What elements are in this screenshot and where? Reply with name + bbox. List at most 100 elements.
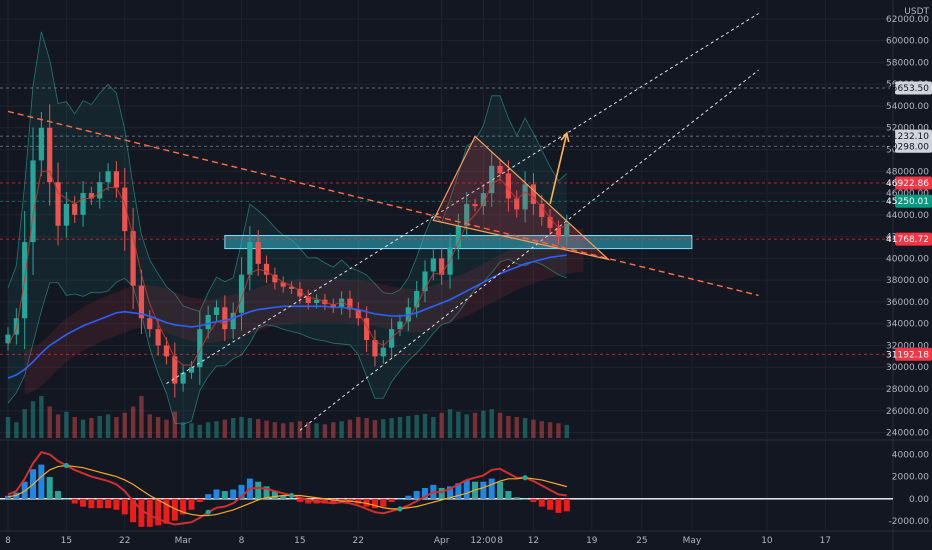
channel-line [299,69,759,431]
x-tick-label: 15 [294,536,305,546]
macd-histogram-bar [121,498,128,515]
x-tick-label: 22 [353,536,364,546]
y-tick-label: 54000.00 [886,102,929,112]
volume-bar [397,417,403,438]
volume-bar [439,412,444,438]
macd-histogram-bar [71,498,78,504]
macd-histogram-bar [138,498,145,527]
candle-body [130,231,136,286]
macd-y-tick-label: 4000.00 [892,450,929,460]
candle-body [5,334,11,344]
volume-bar [514,417,519,438]
candle-body [155,329,161,346]
candle-body [372,340,378,357]
candle-body [380,347,386,357]
volume-bar [197,424,203,438]
macd-histogram-bar [463,480,470,499]
candle-body [230,312,236,330]
volume-bar [297,421,303,438]
price-level-badge [895,129,932,143]
macd-histogram-bar [505,491,512,499]
candle-body [263,263,270,275]
macd-histogram-bar [230,489,237,499]
macd-cross-marker [205,509,211,515]
candle-body [138,285,145,319]
volume-bar [406,415,411,438]
volume-bar [347,419,353,438]
volume-bar [172,411,177,438]
macd-histogram-bar [488,478,495,499]
macd-histogram-bar [63,498,70,500]
volume-bar [456,411,461,438]
price-level-badge [895,194,932,208]
macd-histogram-bar [438,487,445,499]
macd-histogram-bar [155,498,162,526]
volume-bar [239,417,244,438]
macd-histogram-bar [413,491,420,499]
volume-bar [381,419,386,438]
candle-body [197,329,203,368]
macd-histogram-bar [271,491,278,499]
volume-bar [547,422,553,438]
macd-histogram-bar [80,498,87,507]
volume-bar [180,422,186,438]
volume-bar [139,396,144,438]
candle-body [464,203,470,226]
macd-line [7,450,567,526]
candle-body [88,193,94,199]
macd-histogram-bar [388,498,395,502]
price-level-label: 45250.01 [886,197,929,207]
price-level-badge [895,81,932,95]
volume-bar [414,414,419,438]
volume-bar [5,417,11,438]
volume-bar [472,412,478,438]
macd-histogram-bar [547,498,554,510]
candle-body [147,318,153,330]
x-tick-label: Apr [434,536,450,546]
cloud-fill [24,227,584,395]
macd-histogram-bar [255,481,262,499]
y-tick-label: 58000.00 [886,58,929,68]
volume-bar [47,406,52,438]
macd-cross-marker [63,462,69,469]
volume-bar [214,421,219,438]
y-tick-label: 40000.00 [886,254,929,264]
volume-bar [431,417,436,438]
macd-histogram-bar [346,498,353,502]
macd-histogram-bar [280,495,287,499]
price-level-label: 55653.50 [886,84,929,94]
volume-bar [564,424,569,438]
macd-histogram-bar [263,486,270,499]
volume-bar [97,415,102,438]
candle-body [247,242,253,275]
macd-histogram-bar [355,498,362,504]
volume-bar [556,423,561,438]
macd-histogram-bar [146,498,153,527]
volume-bar [489,409,494,438]
candle-body [430,258,436,272]
y-tick-label: 28000.00 [886,385,929,395]
bollinger-lower [7,258,567,425]
y-tick-label: 26000.00 [886,407,929,417]
macd-histogram-bar [21,481,28,499]
candle-body [280,282,286,287]
candle-body [547,217,553,228]
macd-histogram-bar [555,498,562,513]
price-level-label: 46922.86 [886,179,929,189]
macd-histogram-bar [530,498,537,502]
price-level-label: 41768.72 [886,235,929,245]
volume-bar [256,419,261,438]
x-tick-label: 19 [586,536,598,546]
y-tick-label: 32000.00 [886,341,929,351]
volume-bar [147,414,152,438]
macd-cross-marker [522,475,528,481]
macd-histogram-bar [213,489,220,499]
candle-body [313,299,320,304]
volume-bar [364,418,369,438]
x-tick-label: 12 [528,536,539,546]
x-tick-label: 12:00 [470,536,496,546]
y-tick-label: 36000.00 [886,298,929,308]
volume-bar [522,418,528,438]
